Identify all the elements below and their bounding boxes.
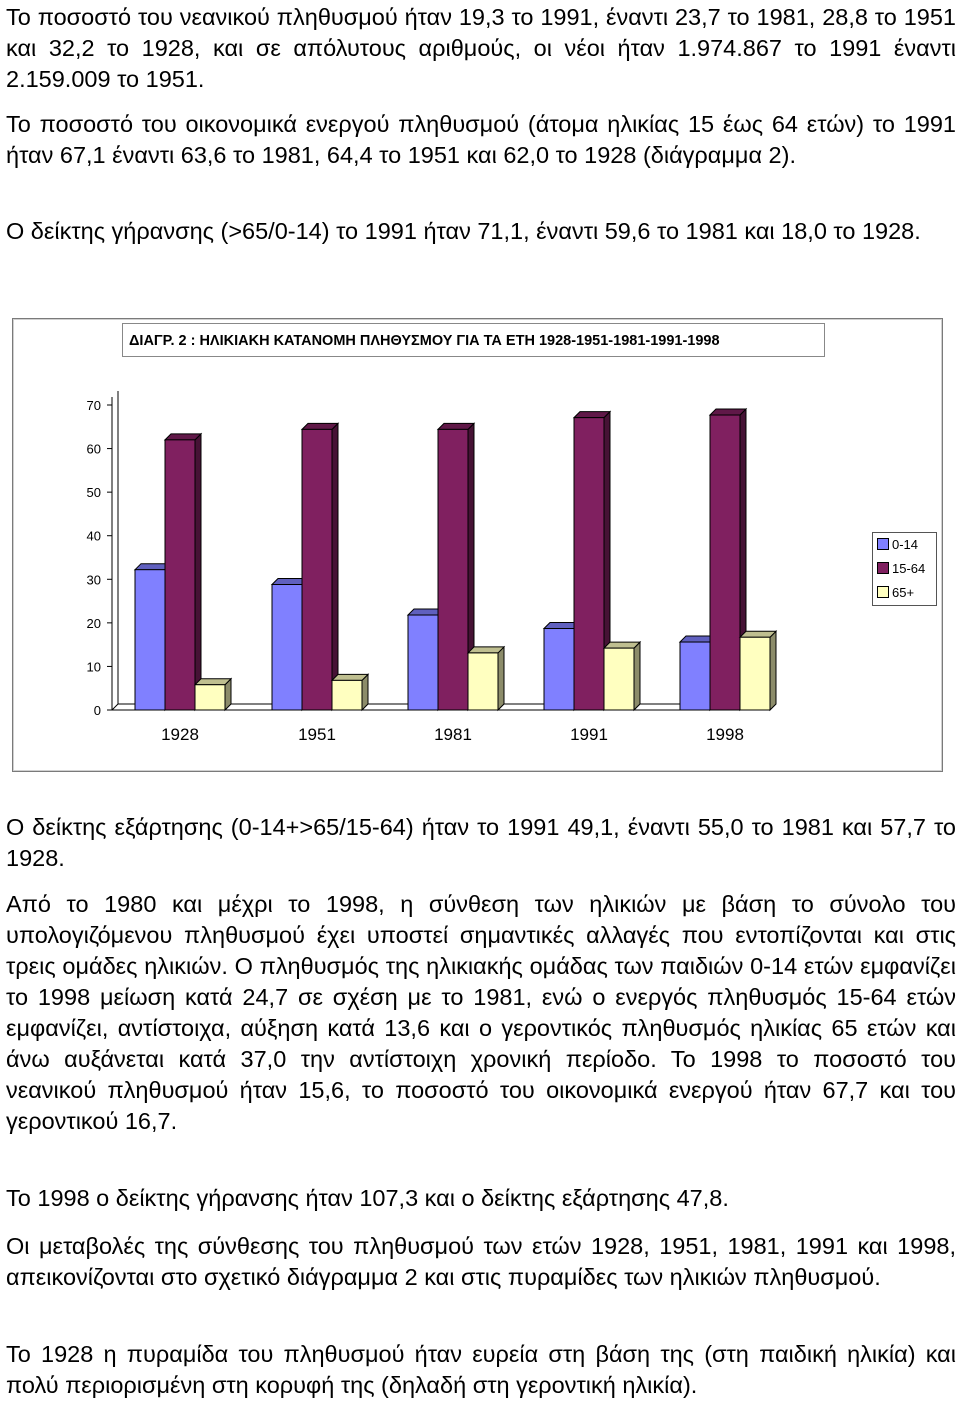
- bar-0-14-1991: [543, 628, 575, 711]
- bar-65-plus-1951: [331, 679, 363, 711]
- legend-label-0-14: 0-14: [892, 537, 919, 552]
- paragraph-chart-reference: Οι μεταβολές της σύνθεσης του πληθυσμού …: [6, 1233, 956, 1290]
- paragraph-youth-share: Το ποσοστό του νεανικού πληθυσμού ήταν 1…: [6, 4, 956, 92]
- legend-item-0-14: 0-14: [877, 537, 918, 553]
- paragraph-dependency-index: Ο δείκτης εξάρτησης (0-14+>65/15-64) ήτα…: [6, 814, 956, 871]
- bar-15-64-1991: [573, 417, 605, 711]
- bar-65-plus-1981-top: [466, 646, 506, 654]
- paragraph-age-composition-changes: Από το 1980 και μέχρι το 1998, η σύνθεση…: [6, 891, 956, 1134]
- bar-65-plus-1991: [603, 647, 635, 711]
- bar-65-plus-1928-top: [193, 678, 233, 686]
- legend-label-65-plus: 65+: [892, 585, 915, 600]
- bar-65-plus-1998: [739, 636, 771, 711]
- legend-item-15-64: 15-64: [877, 561, 925, 577]
- bar-15-64-1998: [709, 414, 741, 711]
- x-tick-label-1998: 1998: [706, 725, 744, 744]
- bar-65-plus-1991-side: [633, 640, 641, 712]
- legend-item-65-plus: 65+: [877, 585, 914, 601]
- y-tick-label-0: 0: [94, 703, 101, 718]
- bar-65-plus-1998-side: [769, 630, 777, 712]
- y-tick-label-30: 30: [87, 572, 101, 587]
- x-tick-label-1928: 1928: [161, 725, 199, 744]
- bar-65-plus-1998-top: [738, 630, 778, 638]
- bar-65-plus-1928: [194, 684, 226, 711]
- paragraph-working-age-share: Το ποσοστό του οικονομικά ενεργού πληθυσ…: [6, 111, 956, 168]
- x-tick-label-1991: 1991: [570, 725, 608, 744]
- bar-15-64-1928-top: [163, 433, 203, 441]
- bar-0-14-1981: [407, 614, 439, 711]
- y-tick-label-20: 20: [87, 616, 101, 631]
- age-distribution-bar-chart: 0 10 20 30 40 50 60 70 1928 1951 1981 1991 1998: [87, 391, 778, 744]
- legend-swatch-65-plus: [877, 586, 889, 598]
- bar-65-plus-1981: [467, 652, 499, 711]
- y-tick-label-70: 70: [87, 398, 101, 413]
- x-tick-label-1981: 1981: [434, 725, 472, 744]
- bar-15-64-1981-top: [436, 422, 476, 430]
- bar-15-64-1951-top: [300, 422, 340, 430]
- bar-65-plus-1951-top: [330, 673, 370, 681]
- bar-15-64-1991-top: [572, 411, 612, 419]
- paragraph-1928-pyramid: Το 1928 η πυραμίδα του πληθυσμού ήταν ευ…: [6, 1341, 956, 1398]
- bar-0-14-1928: [134, 569, 166, 711]
- legend-swatch-0-14: [877, 538, 889, 550]
- bar-15-64-1951: [301, 428, 333, 711]
- bar-15-64-1928: [164, 439, 196, 711]
- y-tick-label-10: 10: [87, 659, 101, 674]
- bar-15-64-1928-side: [194, 432, 202, 712]
- paragraph-1998-indices: Το 1998 ο δείκτης γήρανσης ήταν 107,3 κα…: [6, 1185, 729, 1211]
- bar-65-plus-1981-side: [497, 645, 505, 712]
- y-tick-label-60: 60: [87, 442, 101, 457]
- bar-0-14-1951: [271, 584, 303, 711]
- y-tick-label-50: 50: [87, 485, 101, 500]
- bar-15-64-1951-side: [331, 422, 339, 712]
- x-tick-label-1951: 1951: [298, 725, 336, 744]
- legend-swatch-15-64: [877, 562, 889, 574]
- bar-15-64-1981: [437, 428, 469, 711]
- bar-65-plus-1991-top: [602, 641, 642, 649]
- paragraph-ageing-index-1991: Ο δείκτης γήρανσης (>65/0-14) το 1991 ήτ…: [6, 218, 921, 244]
- y-tick-label-40: 40: [87, 529, 101, 544]
- x-axis-depth-line: [111, 703, 119, 711]
- bar-15-64-1998-top: [708, 408, 748, 416]
- chart-legend: 0-14 15-64 65+: [872, 532, 937, 606]
- bar-0-14-1998: [679, 641, 711, 711]
- legend-label-15-64: 15-64: [892, 561, 926, 576]
- chart-title: ΔΙΑΓΡ. 2 : ΗΛΙΚΙΑΚΗ ΚΑΤΑΝΟΜΗ ΠΛΗΘΥΣΜΟΥ Γ…: [122, 323, 825, 357]
